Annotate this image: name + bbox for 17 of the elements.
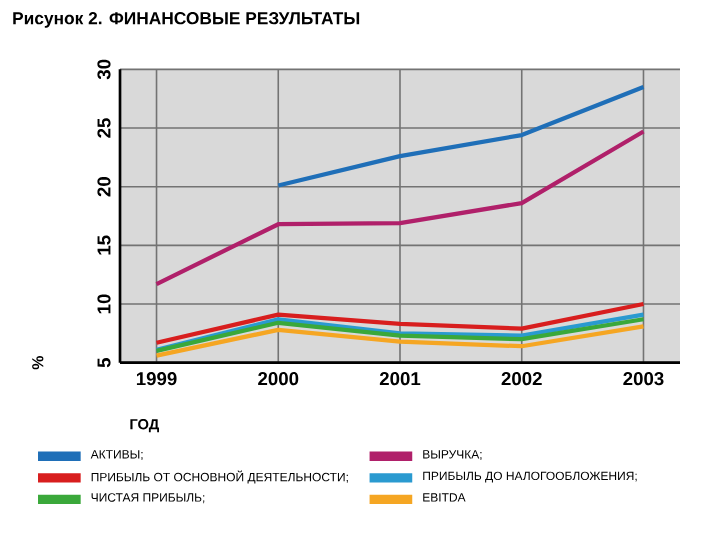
x-tick-label: 2001 (379, 372, 421, 386)
line-series (154, 129, 646, 287)
line-series (276, 84, 646, 188)
x-tick-label: 2000 (258, 372, 299, 386)
line-series (154, 324, 646, 358)
y-tick-label: 30 (97, 59, 111, 80)
y-axis-title: % (32, 355, 44, 370)
y-tick-label: 20 (97, 177, 111, 197)
y-tick-label: 25 (97, 118, 111, 138)
x-tick-label: 2003 (623, 372, 664, 386)
x-tick-label: 2002 (501, 372, 542, 386)
y-tick-label: 5 (97, 357, 111, 368)
chart-title: Рисунок 2. ФИНАНСОВЫЕ РЕЗУЛЬТАТЫ (13, 12, 360, 28)
y-tick-label: 15 (97, 235, 111, 255)
y-tick-label: 10 (97, 294, 111, 314)
line-series (154, 301, 646, 345)
x-tick-label: 1999 (136, 372, 177, 386)
